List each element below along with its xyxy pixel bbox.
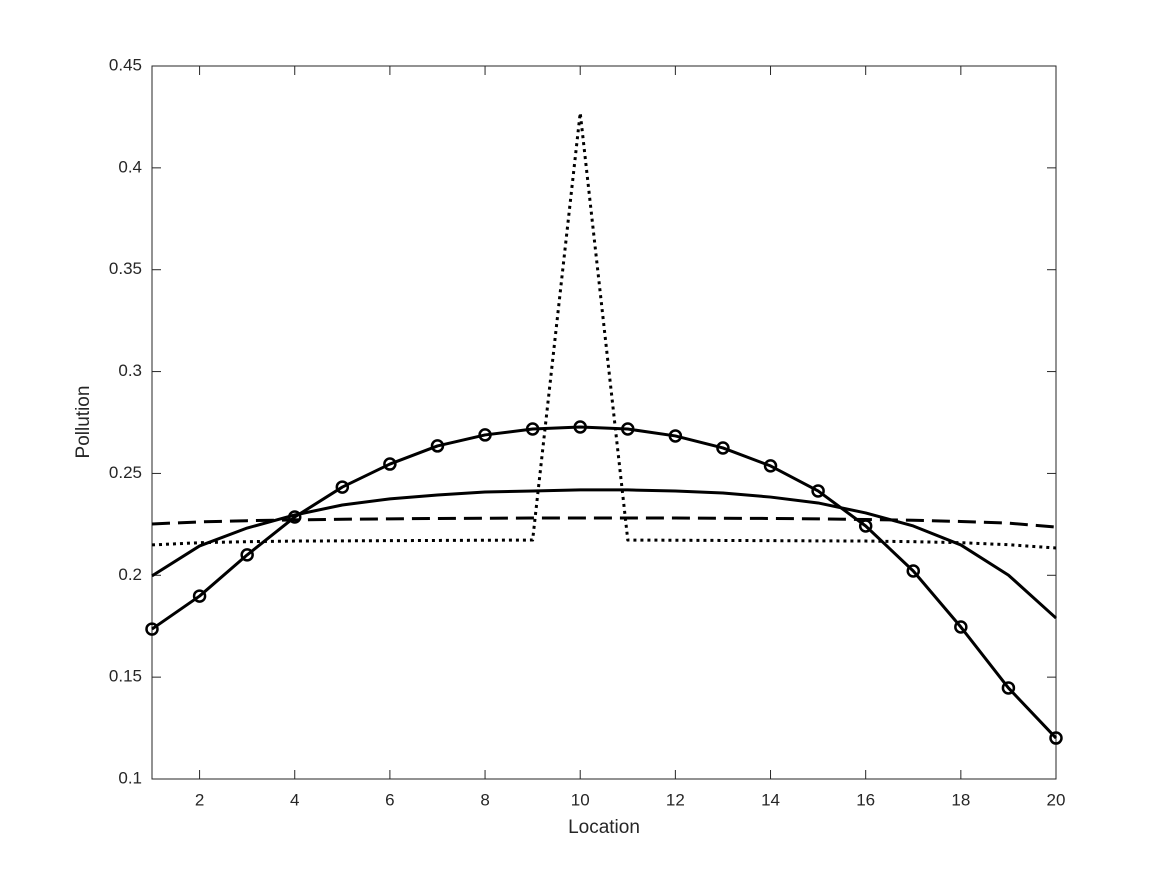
x-tick-label: 10 bbox=[571, 790, 590, 809]
x-tick-label: 18 bbox=[951, 790, 970, 809]
series-marker bbox=[525, 422, 540, 436]
series-marker bbox=[716, 441, 730, 455]
y-tick-label: 0.45 bbox=[109, 55, 142, 74]
x-tick-label: 20 bbox=[1047, 790, 1066, 809]
series-marker bbox=[763, 459, 778, 473]
series-marker bbox=[954, 620, 968, 634]
x-tick-label: 4 bbox=[290, 790, 299, 809]
y-tick-label: 0.15 bbox=[109, 667, 142, 686]
x-tick-label: 8 bbox=[480, 790, 489, 809]
y-tick-label: 0.2 bbox=[118, 565, 142, 584]
series-line bbox=[151, 488, 1058, 620]
series-marker bbox=[668, 429, 683, 443]
series-marker bbox=[478, 428, 492, 442]
series-marker bbox=[335, 480, 350, 494]
series-marker bbox=[811, 484, 825, 498]
x-tick-label: 2 bbox=[195, 790, 204, 809]
series-marker bbox=[145, 622, 159, 636]
series-marker bbox=[383, 457, 397, 471]
x-axis-label: Location bbox=[568, 817, 640, 838]
series-marker bbox=[1049, 731, 1063, 745]
y-axis-label: Pollution bbox=[73, 386, 94, 459]
y-tick-label: 0.35 bbox=[109, 259, 142, 278]
y-tick-label: 0.3 bbox=[118, 361, 142, 380]
series-marker bbox=[240, 548, 254, 562]
y-tick-label: 0.1 bbox=[118, 768, 142, 787]
x-tick-label: 6 bbox=[385, 790, 394, 809]
series-marker bbox=[192, 589, 207, 603]
x-tick-label: 16 bbox=[856, 790, 875, 809]
x-tick-label: 14 bbox=[761, 790, 780, 809]
series-marker bbox=[573, 420, 587, 434]
y-tick-label: 0.25 bbox=[109, 463, 142, 482]
series-line bbox=[151, 516, 1057, 529]
series-marker bbox=[621, 422, 635, 436]
series-marker bbox=[1001, 681, 1016, 695]
series-marker bbox=[906, 564, 921, 578]
y-tick-label: 0.4 bbox=[118, 157, 142, 176]
series-marker bbox=[430, 439, 445, 453]
plot-frame bbox=[151, 65, 1057, 780]
x-tick-label: 12 bbox=[666, 790, 685, 809]
